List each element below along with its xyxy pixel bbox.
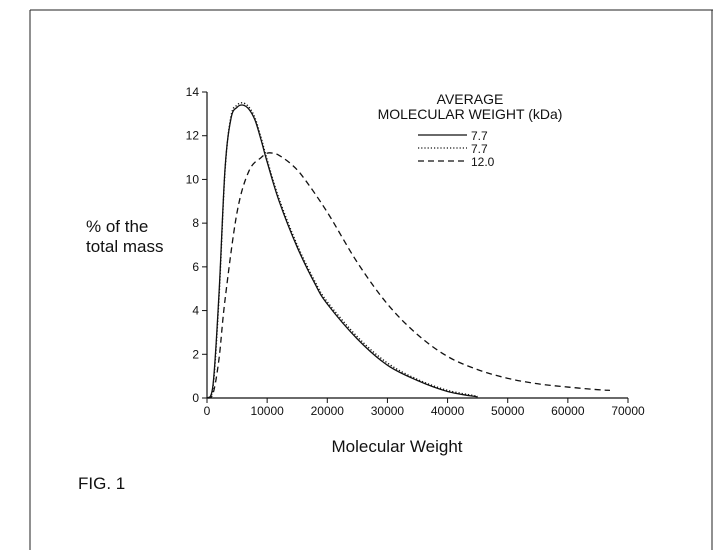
- y-tick-label: 8: [192, 216, 199, 230]
- figure-caption: FIG. 1: [78, 474, 126, 493]
- y-tick-label: 10: [186, 172, 200, 186]
- legend: AVERAGE MOLECULAR WEIGHT (kDa) 7.77.712.…: [378, 91, 563, 169]
- y-axis-ticks: 0 2 4 6 8 10 12 14: [186, 85, 207, 405]
- y-tick-label: 2: [192, 347, 199, 361]
- y-tick-label: 12: [186, 129, 200, 143]
- x-tick-label: 40000: [431, 404, 465, 418]
- x-axis-ticks: 0 10000 20000 30000 40000 50000 60000 70000: [204, 398, 645, 418]
- legend-entries: 7.77.712.0: [418, 129, 495, 169]
- x-tick-label: 60000: [551, 404, 585, 418]
- legend-title-line1: AVERAGE: [437, 91, 504, 107]
- x-tick-label: 0: [204, 404, 211, 418]
- y-tick-label: 14: [186, 85, 200, 99]
- x-tick-label: 70000: [611, 404, 645, 418]
- x-tick-label: 10000: [250, 404, 284, 418]
- series-group: [206, 102, 610, 399]
- y-tick-label: 0: [192, 391, 199, 405]
- legend-label: 7.7: [471, 129, 488, 143]
- legend-label: 7.7: [471, 142, 488, 156]
- x-tick-label: 20000: [311, 404, 345, 418]
- x-tick-label: 50000: [491, 404, 525, 418]
- x-tick-label: 30000: [371, 404, 405, 418]
- y-axis-label-line2: total mass: [86, 237, 163, 256]
- series-line-dashed: [206, 152, 610, 399]
- y-axis-label-line1: % of the: [86, 217, 148, 236]
- x-axis-label: Molecular Weight: [331, 437, 462, 456]
- y-tick-label: 6: [192, 260, 199, 274]
- y-tick-label: 4: [192, 304, 199, 318]
- legend-title-line2: MOLECULAR WEIGHT (kDa): [378, 106, 563, 122]
- series-line-dotted: [206, 102, 478, 399]
- legend-label: 12.0: [471, 155, 495, 169]
- series-line-solid: [206, 104, 478, 399]
